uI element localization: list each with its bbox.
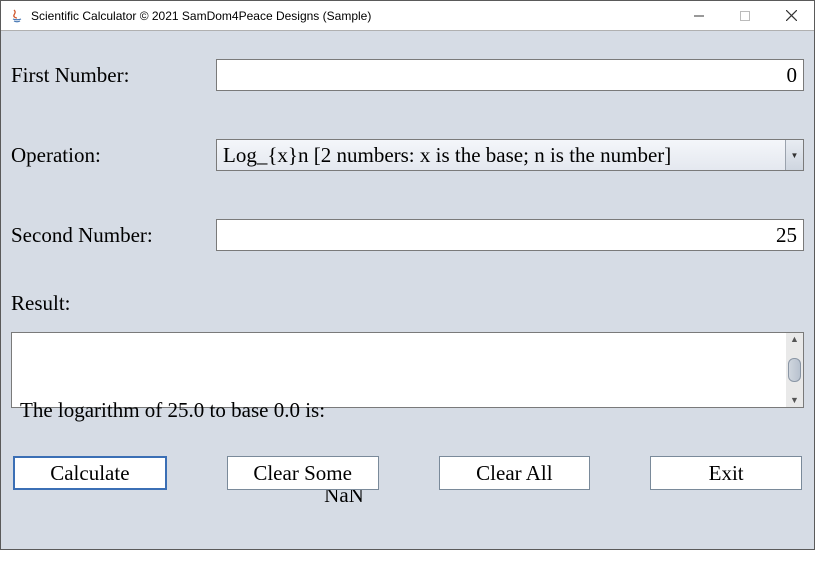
clear-all-button[interactable]: Clear All	[439, 456, 591, 490]
result-section: Result: The logarithm of 25.0 to base 0.…	[11, 291, 804, 408]
second-number-row: Second Number:	[11, 219, 804, 251]
titlebar: Scientific Calculator © 2021 SamDom4Peac…	[1, 1, 814, 31]
window-title: Scientific Calculator © 2021 SamDom4Peac…	[31, 9, 676, 23]
first-number-label: First Number:	[11, 63, 216, 88]
app-window: Scientific Calculator © 2021 SamDom4Peac…	[0, 0, 815, 550]
result-line-1: The logarithm of 25.0 to base 0.0 is:	[20, 396, 778, 424]
calculate-button[interactable]: Calculate	[13, 456, 167, 490]
button-row: Calculate Clear Some Clear All Exit	[11, 456, 804, 490]
second-number-label: Second Number:	[11, 223, 216, 248]
result-output: The logarithm of 25.0 to base 0.0 is: Na…	[12, 333, 786, 407]
chevron-down-icon: ▼	[785, 140, 803, 170]
result-output-wrap: The logarithm of 25.0 to base 0.0 is: Na…	[11, 332, 804, 408]
exit-button[interactable]: Exit	[650, 456, 802, 490]
clear-some-button[interactable]: Clear Some	[227, 456, 379, 490]
result-label: Result:	[11, 291, 804, 316]
operation-select[interactable]: Log_{x}n [2 numbers: x is the base; n is…	[216, 139, 804, 171]
maximize-button[interactable]	[722, 1, 768, 30]
close-button[interactable]	[768, 1, 814, 30]
scroll-thumb	[787, 346, 802, 394]
scroll-up-icon: ▲	[790, 333, 799, 346]
window-controls	[676, 1, 814, 30]
java-icon	[9, 8, 25, 24]
operation-label: Operation:	[11, 143, 216, 168]
first-number-input[interactable]	[216, 59, 804, 91]
minimize-button[interactable]	[676, 1, 722, 30]
first-number-row: First Number:	[11, 59, 804, 91]
operation-selected-value: Log_{x}n [2 numbers: x is the base; n is…	[216, 139, 804, 171]
second-number-input[interactable]	[216, 219, 804, 251]
result-scrollbar[interactable]: ▲ ▼	[786, 333, 803, 407]
operation-row: Operation: Log_{x}n [2 numbers: x is the…	[11, 139, 804, 171]
content-panel: First Number: Operation: Log_{x}n [2 num…	[1, 31, 814, 549]
scroll-down-icon: ▼	[790, 394, 799, 407]
